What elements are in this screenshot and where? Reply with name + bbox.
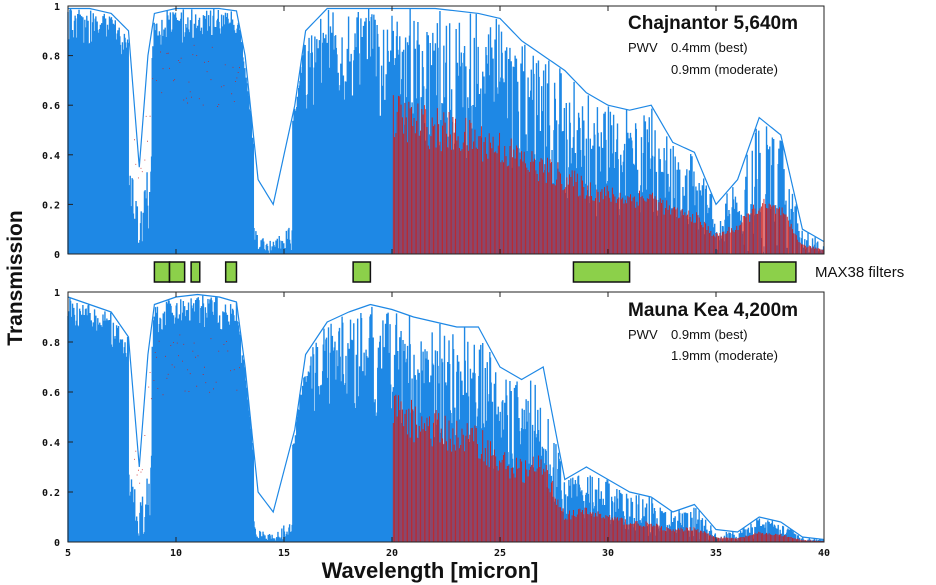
bottom-pwv-best: 0.9mm (best) — [671, 327, 748, 342]
bottom-site-label: Mauna Kea 4,200m — [628, 300, 798, 321]
bottom-moderate-series — [134, 334, 825, 542]
xtick-label: 40 — [818, 548, 830, 559]
xtick-label: 25 — [494, 548, 506, 559]
filters-strip — [153, 261, 797, 283]
bottom-ytick-label: 0 — [54, 538, 60, 549]
x-ticks: 5 10 15 20 25 30 35 40 — [65, 6, 830, 559]
xtick-label: 5 — [65, 548, 71, 559]
panel-top: 0 0.2 0.4 0.6 0.8 1 Chajnantor 5,640m PWV 0.4… — [42, 2, 825, 261]
bottom-pwv-moderate: 1.9mm (moderate) — [671, 348, 778, 363]
bottom-ytick-label: 0.6 — [42, 388, 60, 399]
top-ytick-label: 0.6 — [42, 101, 60, 112]
top-pwv-label: PWV — [628, 40, 658, 55]
bottom-ytick-label: 0.2 — [42, 488, 60, 499]
top-pwv-moderate: 0.9mm (moderate) — [671, 62, 778, 77]
top-site-label: Chajnantor 5,640m — [628, 13, 798, 34]
top-pwv-best: 0.4mm (best) — [671, 40, 748, 55]
xtick-label: 15 — [278, 548, 290, 559]
bottom-ytick-label: 0.8 — [42, 338, 60, 349]
filter-band — [572, 261, 631, 283]
panel-bottom: 0 0.2 0.4 0.6 0.8 1 Mauna Kea 4,200m PWV 0.9m… — [42, 288, 825, 549]
top-ytick-label: 0.4 — [42, 151, 60, 162]
bottom-pwv-label: PWV — [628, 327, 658, 342]
y-axis-title: Transmission — [4, 210, 27, 345]
bottom-best-envelope — [67, 293, 825, 541]
xtick-label: 30 — [602, 548, 614, 559]
top-ytick-label: 0 — [54, 250, 60, 261]
bottom-ytick-label: 0.4 — [42, 438, 60, 449]
top-best-envelope — [68, 7, 825, 243]
x-axis-title: Wavelength [micron] — [322, 558, 539, 583]
filter-band — [224, 261, 238, 283]
filter-band — [190, 261, 201, 283]
top-curves — [67, 7, 825, 254]
bottom-yticks: 0 0.2 0.4 0.6 0.8 1 — [42, 288, 73, 549]
xtick-label: 10 — [170, 548, 182, 559]
top-ytick-label: 0.2 — [42, 200, 60, 211]
top-moderate-series — [134, 44, 825, 254]
filter-band — [168, 261, 186, 283]
bottom-ytick-label: 1 — [54, 288, 60, 299]
top-ytick-label: 1 — [54, 2, 60, 13]
filter-band — [153, 261, 171, 283]
xtick-label: 20 — [386, 548, 398, 559]
filter-band — [758, 261, 797, 283]
bottom-frame — [67, 291, 825, 543]
top-frame — [67, 5, 825, 255]
top-yticks: 0 0.2 0.4 0.6 0.8 1 — [42, 2, 73, 261]
filters-label: MAX38 filters — [815, 264, 904, 281]
top-ytick-label: 0.8 — [42, 52, 60, 63]
filter-band — [352, 261, 372, 283]
xtick-label: 35 — [710, 548, 722, 559]
